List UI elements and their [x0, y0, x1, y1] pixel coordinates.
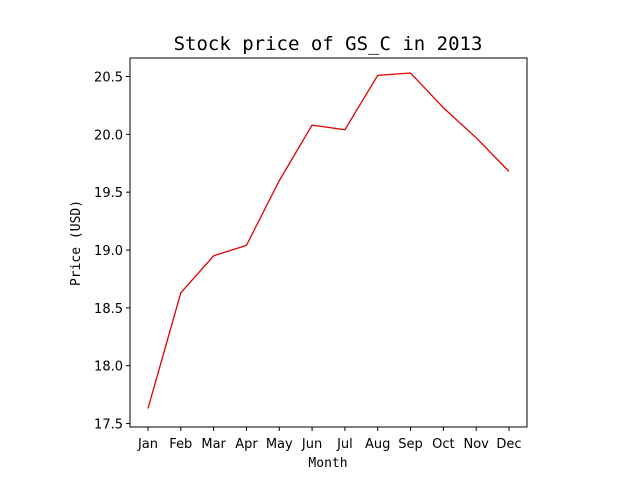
x-tick-label: Sep — [398, 437, 423, 452]
y-tick-label: 19.0 — [94, 244, 123, 259]
series-line — [147, 72, 510, 409]
x-tick-label: Apr — [235, 437, 258, 452]
x-tick-label: Aug — [365, 437, 390, 452]
y-tick-label: 17.5 — [94, 418, 123, 433]
x-tick-label: Mar — [201, 437, 226, 452]
y-tick-label: 20.0 — [94, 128, 123, 143]
plot-area-frame — [129, 57, 528, 428]
x-tick-label: Dec — [496, 437, 521, 452]
y-axis: 17.5 18.0 18.5 19.0 19.5 20.0 20.5 — [94, 71, 130, 433]
x-axis-label: Month — [308, 456, 347, 471]
x-axis: Jan Feb Mar Apr May Jun Jul Aug Sep Oct Nov Dec — [137, 427, 522, 452]
x-tick-label: Jun — [301, 437, 322, 452]
x-tick-label: Jan — [137, 437, 158, 452]
x-tick-label: Jul — [336, 437, 353, 452]
y-axis-label: Price (USD) — [69, 200, 84, 286]
x-tick-label: Nov — [463, 437, 489, 452]
y-tick-label: 19.5 — [94, 186, 123, 201]
x-tick-label: Feb — [169, 437, 192, 452]
y-tick-label: 18.0 — [94, 360, 123, 375]
y-tick-label: 20.5 — [94, 71, 123, 86]
series-layer — [147, 72, 510, 409]
chart-title: Stock price of GS_C in 2013 — [174, 33, 483, 55]
y-tick-label: 18.5 — [94, 302, 123, 317]
x-tick-label: May — [266, 437, 293, 452]
x-tick-label: Oct — [432, 437, 454, 452]
